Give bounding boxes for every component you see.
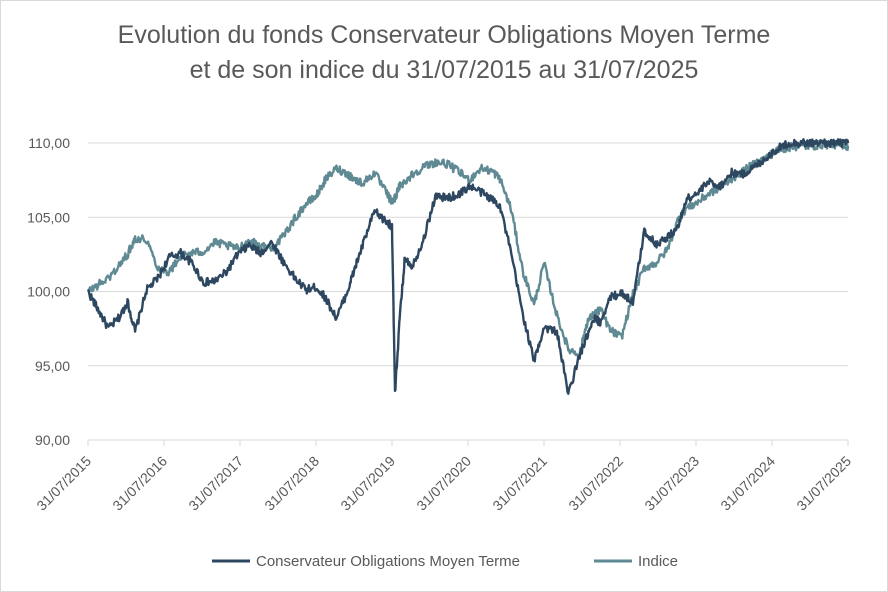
x-axis-tick-labels: 31/07/2015 31/07/2016 31/07/2017 31/07/2018… [33, 453, 854, 514]
x-tick-label: 31/07/2024 [717, 453, 778, 514]
chart-title-line-2: et de son indice du 31/07/2015 au 31/07/… [189, 56, 699, 84]
x-tick-label: 31/07/2022 [565, 453, 626, 514]
legend-label-fund: Conservateur Obligations Moyen Terme [256, 553, 520, 570]
y-tick-label: 90,00 [35, 432, 70, 448]
legend-label-index: Indice [638, 553, 678, 570]
x-axis [87, 439, 849, 446]
x-tick-label: 31/07/2017 [185, 453, 246, 514]
legend: Conservateur Obligations Moyen Terme Ind… [212, 553, 678, 570]
x-tick-label: 31/07/2018 [261, 453, 322, 514]
grid-lines [88, 142, 848, 367]
x-tick-label: 31/07/2020 [413, 453, 474, 514]
chart-title: Evolution du fonds Conservateur Obligati… [0, 18, 888, 88]
y-tick-label: 95,00 [35, 358, 70, 374]
y-axis-tick-labels: 90,00 95,00 100,00 105,00 110,00 [27, 135, 70, 448]
series-lines [86, 138, 850, 395]
x-tick-label: 31/07/2023 [641, 453, 702, 514]
x-tick-label: 31/07/2021 [489, 453, 550, 514]
x-tick-label: 31/07/2015 [33, 453, 94, 514]
y-tick-label: 110,00 [28, 135, 70, 151]
series-line-fund [87, 138, 850, 395]
chart-title-line-1: Evolution du fonds Conservateur Obligati… [117, 21, 771, 49]
x-tick-label: 31/07/2016 [109, 453, 170, 514]
x-tick-label: 31/07/2019 [337, 453, 398, 514]
y-tick-label: 100,00 [27, 284, 70, 300]
x-tick-label: 31/07/2025 [793, 453, 854, 514]
y-tick-label: 105,00 [27, 209, 70, 225]
